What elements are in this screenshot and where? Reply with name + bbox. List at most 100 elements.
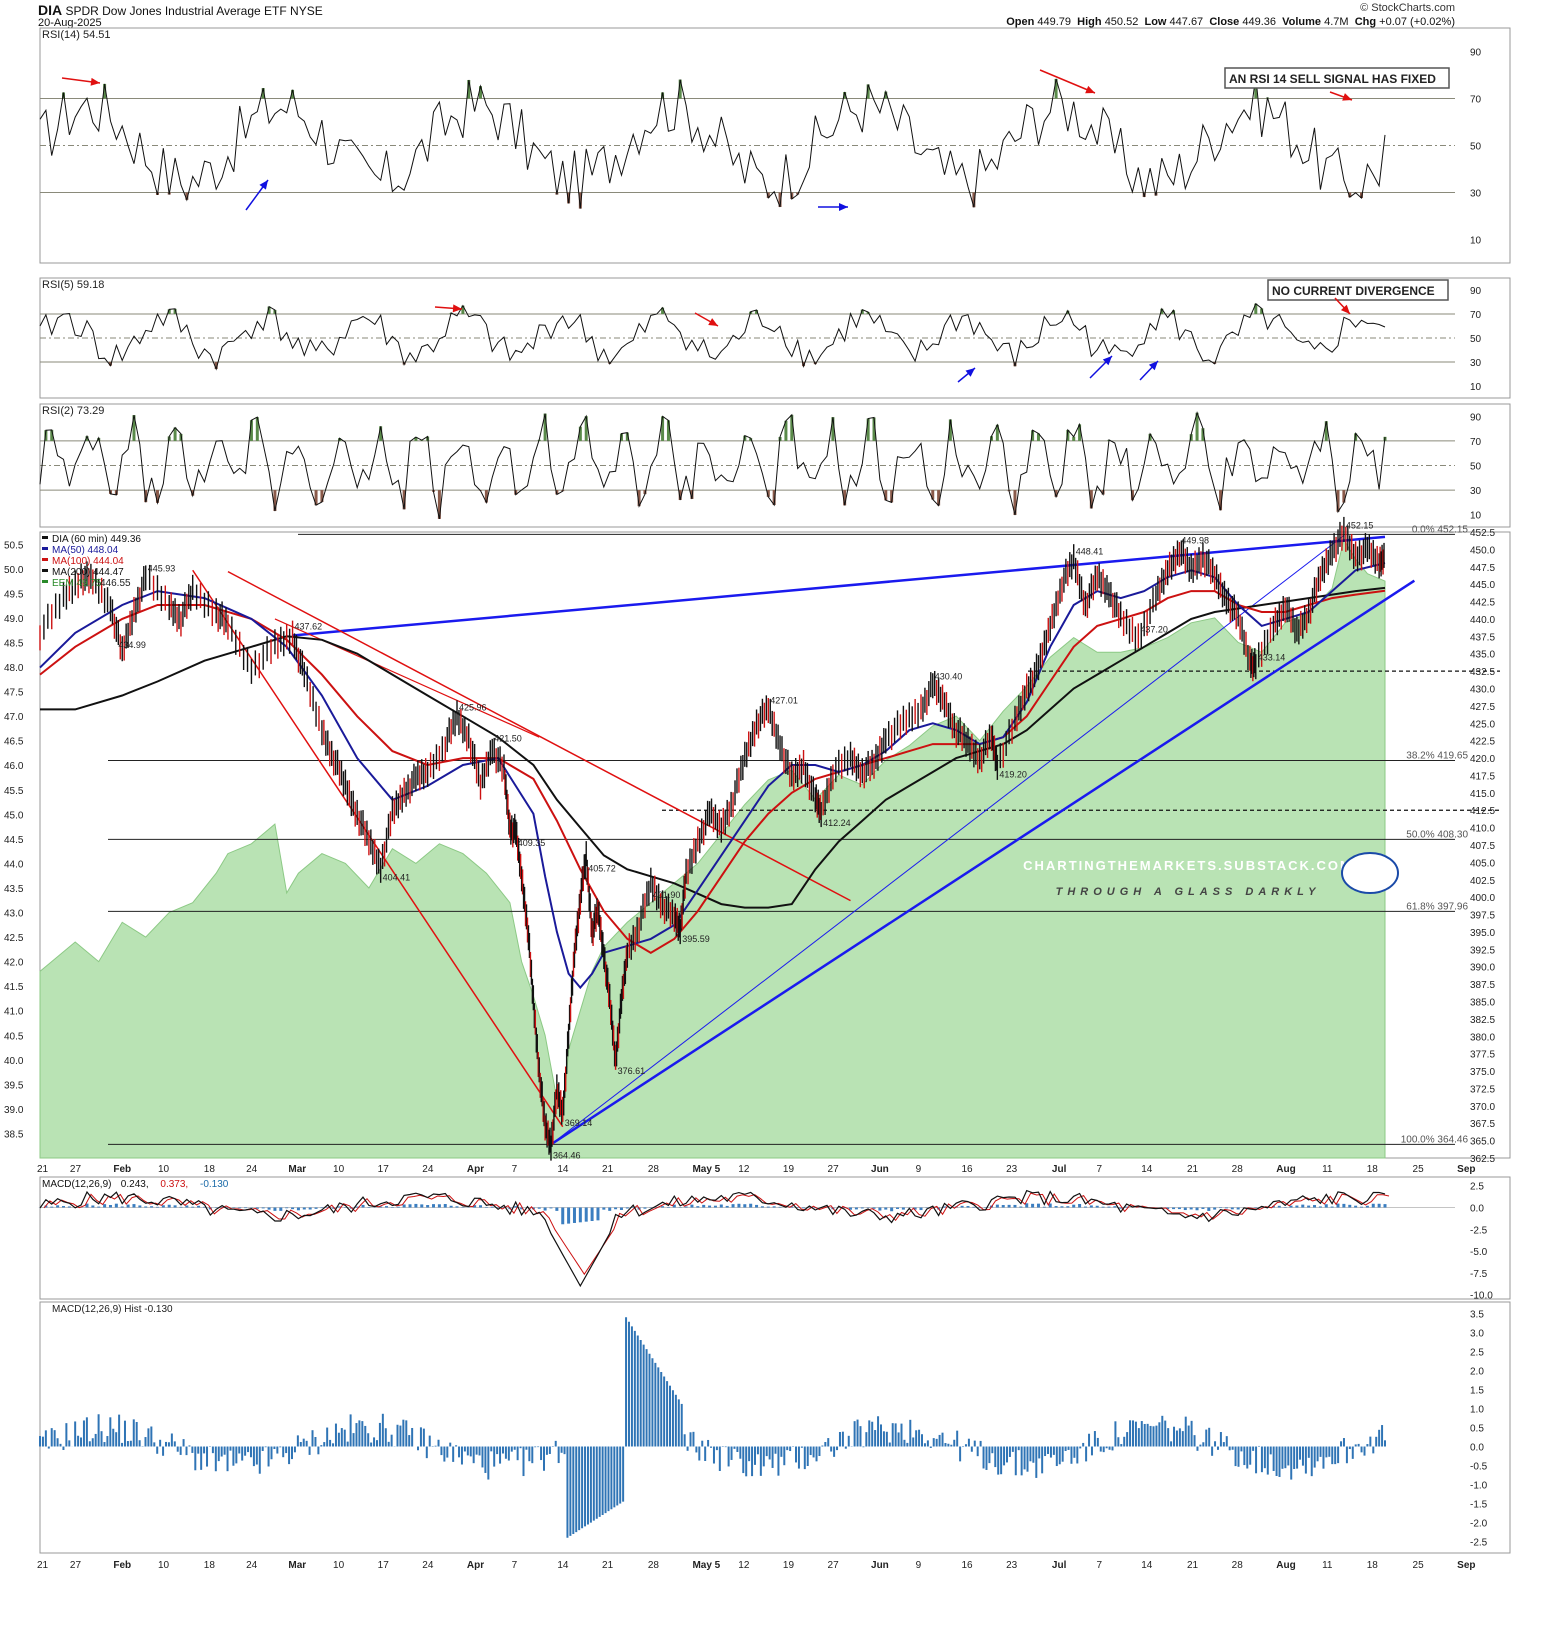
x-axis-label: 11 xyxy=(1322,1164,1333,1175)
eem-left-tick: 43.0 xyxy=(4,909,24,920)
divergence-arrowhead xyxy=(1340,304,1350,314)
bottom-x-axis-label: 14 xyxy=(1141,1560,1153,1571)
bottom-x-axis-label: 12 xyxy=(738,1560,750,1571)
price-right-tick: 387.5 xyxy=(1470,980,1495,991)
bottom-x-axis-label: 7 xyxy=(1097,1560,1103,1571)
x-axis-label: 18 xyxy=(1367,1164,1379,1175)
x-axis-label: 27 xyxy=(828,1164,840,1175)
price-right-tick: 400.0 xyxy=(1470,893,1495,904)
price-annotation: 369.14 xyxy=(565,1118,593,1128)
bottom-x-axis-label: 21 xyxy=(602,1560,614,1571)
price-right-tick: 450.0 xyxy=(1470,545,1495,556)
bottom-x-axis-label: Feb xyxy=(113,1560,131,1571)
x-axis-label: 7 xyxy=(512,1164,518,1175)
price-right-tick: 367.5 xyxy=(1470,1119,1495,1130)
divergence-arrowhead xyxy=(1085,85,1095,94)
eem-left-tick: 44.5 xyxy=(4,835,24,846)
x-axis-label: 21 xyxy=(37,1164,49,1175)
price-right-tick: 385.0 xyxy=(1470,998,1495,1009)
chart-date: 20-Aug-2025 xyxy=(38,17,102,29)
bottom-x-axis-label: May 5 xyxy=(692,1560,720,1571)
x-axis-label: Apr xyxy=(467,1164,484,1175)
price-right-tick: 377.5 xyxy=(1470,1050,1495,1061)
rsi5-annotation-frame xyxy=(1267,279,1449,301)
x-axis-label: 12 xyxy=(738,1164,750,1175)
price-right-tick: 447.5 xyxy=(1470,563,1495,574)
x-axis-label: Jun xyxy=(871,1164,889,1175)
price-right-tick: 420.0 xyxy=(1470,754,1495,765)
bottom-x-axis-label: Sep xyxy=(1457,1560,1475,1571)
eem-left-tick: 38.5 xyxy=(4,1129,24,1140)
macd-hist-legend: MACD(12,26,9) Hist -0.130 xyxy=(52,1304,173,1315)
price-right-tick: 440.0 xyxy=(1470,615,1495,626)
price-annotation: 405.72 xyxy=(588,863,616,873)
legend-swatch xyxy=(42,580,48,583)
substack-tagline: THROUGH A GLASS DARKLY xyxy=(1056,886,1321,898)
high-label: High xyxy=(1077,16,1102,28)
legend-swatch xyxy=(42,569,48,572)
divergence-arrowhead xyxy=(839,203,848,211)
bottom-x-axis-label: 24 xyxy=(246,1560,258,1571)
x-axis-label: 28 xyxy=(648,1164,660,1175)
rsi2-tick: 70 xyxy=(1470,437,1482,448)
close-value: 449.36 xyxy=(1242,16,1276,28)
eem-left-tick: 48.0 xyxy=(4,663,24,674)
macd-hist-frame xyxy=(39,1301,1511,1554)
rsi5-tick: 90 xyxy=(1470,286,1482,297)
price-right-tick: 380.0 xyxy=(1470,1032,1495,1043)
macd-line xyxy=(39,1189,1386,1288)
bottom-x-axis-label: 17 xyxy=(378,1560,390,1571)
price-right-tick: 365.0 xyxy=(1470,1137,1495,1148)
legend-swatch xyxy=(42,547,48,550)
bottom-x-axis-label: Jun xyxy=(871,1560,889,1571)
header-title: DIA SPDR Dow Jones Industrial Average ET… xyxy=(38,2,323,18)
price-right-tick: 397.5 xyxy=(1470,911,1495,922)
bottom-x-axis-label: 11 xyxy=(1322,1560,1333,1571)
price-right-tick: 415.0 xyxy=(1470,789,1495,800)
x-axis-label: Jul xyxy=(1052,1164,1067,1175)
price-right-tick: 407.5 xyxy=(1470,841,1495,852)
eem-left-tick: 45.0 xyxy=(4,810,24,821)
rsi5-tick: 10 xyxy=(1470,382,1482,393)
trendline xyxy=(550,579,1416,1146)
low-label: Low xyxy=(1144,16,1167,28)
divergence-arrowhead xyxy=(965,368,975,377)
price-annotation: 401.90 xyxy=(653,890,681,900)
eem-area xyxy=(39,538,1386,1159)
symbol: DIA xyxy=(38,2,63,18)
eem-left-tick: 41.0 xyxy=(4,1007,24,1018)
rsi14-line xyxy=(39,76,1386,209)
eem-left-tick: 49.0 xyxy=(4,614,24,625)
bottom-x-axis-label: 19 xyxy=(783,1560,795,1571)
price-right-tick: 442.5 xyxy=(1470,598,1495,609)
eem-left-tick: 40.0 xyxy=(4,1056,24,1067)
eem-left-tick: 42.0 xyxy=(4,958,24,969)
divergence-arrowhead xyxy=(452,304,462,313)
high-value: 450.52 xyxy=(1104,16,1139,28)
price-right-tick: 402.5 xyxy=(1470,876,1495,887)
macd-hist-tick: -0.5 xyxy=(1470,1462,1488,1473)
bottom-x-axis-label: 28 xyxy=(648,1560,660,1571)
eem-left-tick: 47.5 xyxy=(4,688,24,699)
macd-frame xyxy=(39,1176,1511,1300)
bottom-x-axis-label: 10 xyxy=(158,1560,170,1571)
eem-left-tick: 39.0 xyxy=(4,1105,24,1116)
divergence-arrowhead xyxy=(1102,356,1112,366)
x-axis-label: 10 xyxy=(333,1164,345,1175)
price-right-tick: 425.0 xyxy=(1470,719,1495,730)
eem-legend-extra: 446.55 xyxy=(100,578,131,589)
price-right-tick: 395.0 xyxy=(1470,928,1495,939)
x-axis-label: 27 xyxy=(70,1164,82,1175)
macd-legend-item: 0.243, xyxy=(121,1179,149,1190)
trendline xyxy=(274,618,540,738)
macd-hist-tick: -1.5 xyxy=(1470,1500,1488,1511)
price-annotation: 437.20 xyxy=(1140,624,1168,634)
rsi2-tick: 90 xyxy=(1470,412,1482,423)
bottom-x-axis-label: 16 xyxy=(961,1560,973,1571)
x-axis-label: Feb xyxy=(113,1164,131,1175)
price-legend-item: DIA (60 min) 449.36 xyxy=(52,534,141,545)
substack-watermark: CHARTINGTHEMARKETS.SUBSTACK.COM xyxy=(1023,858,1353,873)
divergence-arrowhead xyxy=(1342,93,1352,101)
macd-signal-line xyxy=(43,1192,1390,1276)
